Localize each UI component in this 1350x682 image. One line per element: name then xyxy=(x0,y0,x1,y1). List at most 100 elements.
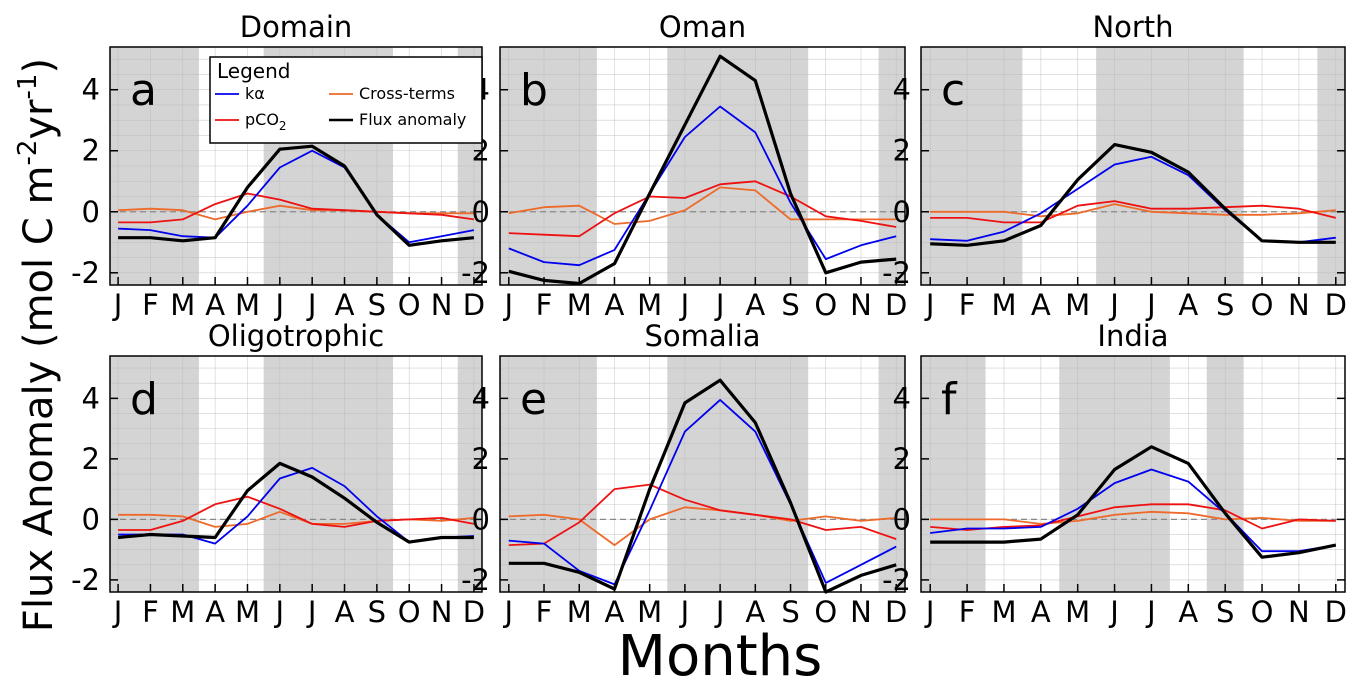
y-tick-label: -2 xyxy=(461,256,490,290)
x-tick-label: A xyxy=(335,595,355,629)
panel-letter: e xyxy=(520,374,547,425)
plot-frame xyxy=(920,46,1346,286)
x-tick-label: N xyxy=(431,595,453,629)
x-tick-label: O xyxy=(398,288,421,322)
panel-title: Somalia xyxy=(644,319,760,353)
y-axis-label-sup2: -1 xyxy=(13,74,43,100)
y-tick-label: 4 xyxy=(82,73,100,107)
plot-frame xyxy=(499,46,906,286)
panel-letter: b xyxy=(520,65,548,116)
plot-frame xyxy=(920,355,1346,593)
panel-letter: d xyxy=(130,374,158,425)
x-tick-label: A xyxy=(335,288,355,322)
series-line-cross xyxy=(508,186,897,225)
panel-letter: f xyxy=(941,374,958,425)
y-tick-label: 4 xyxy=(893,73,911,107)
series-line-cross xyxy=(930,510,1336,525)
x-tick-label: A xyxy=(1178,288,1198,322)
x-tick-label: A xyxy=(605,288,625,322)
y-tick-label: 2 xyxy=(472,442,490,476)
x-tick-label: N xyxy=(1288,595,1310,629)
x-tick-label: J xyxy=(306,288,317,322)
x-tick-label: S xyxy=(368,288,386,322)
x-tick-label: S xyxy=(368,595,386,629)
x-tick-label: O xyxy=(398,595,421,629)
x-tick-label: F xyxy=(959,595,976,629)
series-line-pco2 xyxy=(118,495,475,531)
y-tick-label: 0 xyxy=(82,502,100,536)
x-tick-label: F xyxy=(536,595,553,629)
x-tick-label: J xyxy=(924,595,935,629)
x-tick-label: A xyxy=(205,595,225,629)
y-tick-label: -2 xyxy=(461,563,490,597)
x-tick-label: S xyxy=(781,288,799,322)
x-tick-label: J xyxy=(1108,288,1119,322)
legend-label-pco2: pCO2 xyxy=(245,110,287,133)
x-tick-label: J xyxy=(1108,595,1119,629)
x-tick-label: J xyxy=(679,595,690,629)
series-line-ka xyxy=(118,149,475,244)
y-axis-label: Flux Anomaly (mol C m-2yr-1) xyxy=(13,58,62,632)
panel-title: Oman xyxy=(659,10,746,44)
y-tick-label: 0 xyxy=(893,502,911,536)
y-axis-label-mid: yr xyxy=(16,99,62,140)
plot-frame xyxy=(109,355,483,593)
y-axis-label-sup1: -2 xyxy=(13,140,43,166)
y-tick-label: 0 xyxy=(472,502,490,536)
y-tick-label: 4 xyxy=(82,381,100,415)
y-tick-label: 2 xyxy=(893,134,911,168)
x-tick-label: M xyxy=(637,288,662,322)
y-tick-label: 2 xyxy=(82,134,100,168)
legend-label-cross: Cross-terms xyxy=(359,84,455,103)
series-line-pco2 xyxy=(118,192,475,224)
y-tick-label: 0 xyxy=(893,195,911,229)
x-tick-label: J xyxy=(924,288,935,322)
legend-title: Legend xyxy=(217,59,290,83)
x-tick-label: M xyxy=(637,595,662,629)
x-tick-label: J xyxy=(274,595,285,629)
y-tick-label: -2 xyxy=(882,563,911,597)
series-line-pco2 xyxy=(508,180,897,238)
panel-b: -2024JFMAMJJASONDOmanb xyxy=(461,10,907,322)
x-tick-label: S xyxy=(1216,288,1234,322)
x-tick-label: A xyxy=(1031,288,1051,322)
y-tick-label: 4 xyxy=(472,381,490,415)
y-axis-label-main: Flux Anomaly (mol C m xyxy=(16,166,62,633)
x-tick-label: J xyxy=(274,288,285,322)
x-tick-label: S xyxy=(781,595,799,629)
x-tick-label: A xyxy=(605,595,625,629)
x-tick-label: N xyxy=(850,595,872,629)
x-tick-label: O xyxy=(814,595,837,629)
x-tick-label: F xyxy=(142,288,159,322)
panel-letter: a xyxy=(130,65,157,116)
plot-frame xyxy=(499,355,906,593)
x-tick-label: J xyxy=(503,288,514,322)
x-tick-label: J xyxy=(1145,288,1156,322)
series-line-cross xyxy=(930,203,1336,218)
x-tick-label: D xyxy=(463,595,485,629)
series-line-flux xyxy=(118,144,475,247)
x-tick-label: M xyxy=(567,288,592,322)
legend-box xyxy=(209,56,483,144)
x-tick-label: J xyxy=(112,288,123,322)
x-axis-label: Months xyxy=(618,624,823,682)
series-line-ka xyxy=(930,468,1336,553)
y-axis-label-end: ) xyxy=(16,58,62,74)
x-tick-label: M xyxy=(1065,595,1090,629)
x-tick-label: D xyxy=(885,288,907,322)
x-tick-label: D xyxy=(463,288,485,322)
x-tick-label: N xyxy=(431,288,453,322)
x-tick-label: N xyxy=(850,288,872,322)
series-line-flux xyxy=(930,143,1336,247)
series-line-ka xyxy=(508,105,897,267)
x-tick-label: M xyxy=(567,595,592,629)
x-tick-label: M xyxy=(235,595,260,629)
legend-label-flux: Flux anomaly xyxy=(359,110,466,129)
x-tick-label: J xyxy=(714,288,725,322)
x-tick-label: N xyxy=(1288,288,1310,322)
x-tick-label: M xyxy=(991,595,1016,629)
y-tick-label: -2 xyxy=(71,563,100,597)
x-tick-label: O xyxy=(1251,595,1274,629)
